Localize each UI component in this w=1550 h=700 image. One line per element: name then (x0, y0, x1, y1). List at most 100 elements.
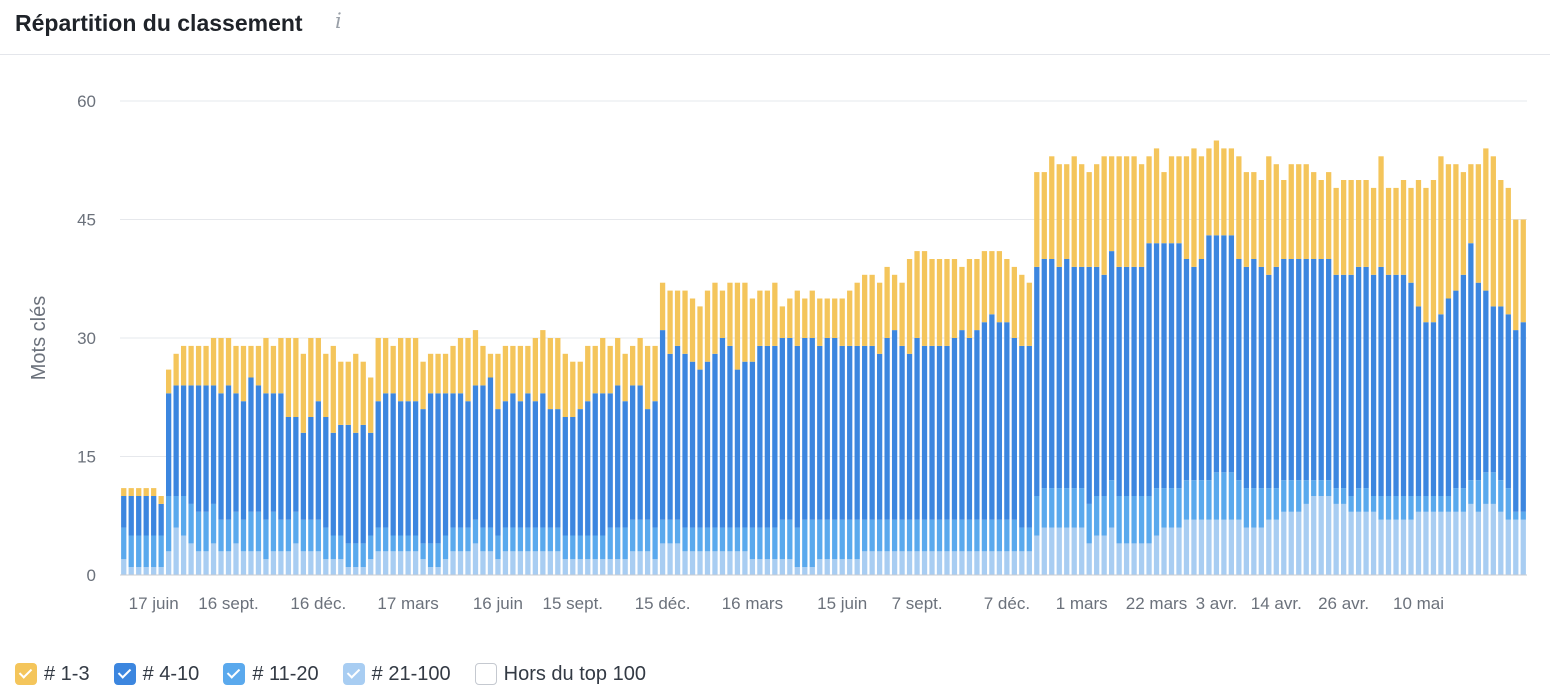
legend-checkbox-checked[interactable] (113, 663, 136, 685)
bar-segment (285, 551, 292, 575)
bar-segment (1400, 274, 1407, 496)
bar-segment (644, 409, 651, 520)
bar-segment (225, 519, 232, 552)
bar-segment (1153, 535, 1160, 575)
legend-item[interactable]: Hors du top 100 (474, 663, 646, 686)
bar-segment (600, 559, 606, 575)
bar-segment (218, 393, 224, 520)
bar-segment (383, 551, 389, 575)
bar-segment (862, 519, 868, 552)
bar-segment (547, 527, 553, 552)
bar-segment (824, 559, 830, 575)
bar-segment (1445, 511, 1452, 575)
bar-segment (136, 496, 142, 536)
bar-segment (128, 496, 134, 536)
bar-segment (764, 290, 771, 346)
bar-segment (704, 361, 711, 528)
bar-segment (832, 338, 838, 520)
bar-segment (862, 345, 868, 520)
bar-segment (195, 345, 202, 386)
info-icon[interactable]: i (335, 9, 342, 33)
bar-segment (1064, 259, 1070, 489)
legend-item[interactable]: # 4-10 (113, 663, 199, 686)
bar-segment (263, 338, 269, 394)
bar-segment (637, 338, 643, 386)
bar-segment (1161, 243, 1167, 489)
bar-segment (390, 551, 396, 575)
bar-segment (1123, 156, 1130, 267)
bar-segment (315, 338, 321, 402)
bar-segment (757, 559, 763, 575)
bar-segment (981, 251, 988, 323)
legend-checkbox-checked[interactable] (342, 663, 365, 685)
bar-segment (1490, 306, 1496, 473)
legend-item[interactable]: # 1-3 (15, 663, 90, 686)
bar-segment (1049, 488, 1055, 528)
bar-segment (1468, 480, 1474, 504)
bar-segment (1019, 551, 1025, 575)
bar-segment (697, 527, 703, 552)
bar-segment (1094, 496, 1100, 536)
bar-segment (1004, 551, 1010, 575)
bar-segment (787, 338, 793, 520)
bar-segment (936, 519, 943, 552)
bar-segment (398, 551, 404, 575)
bar-segment (1438, 496, 1444, 512)
bar-segment (450, 393, 456, 528)
bar-segment (929, 519, 935, 552)
bar-segment (1460, 274, 1467, 489)
bar-segment (757, 290, 763, 346)
bar-segment (869, 551, 875, 575)
bar-segment (749, 559, 756, 575)
bar-segment (405, 551, 411, 575)
y-tick-label: 15 (77, 448, 96, 467)
bar-segment (787, 559, 793, 575)
bar-segment (1041, 527, 1047, 575)
bar-segment (1385, 496, 1392, 520)
bar-segment (1198, 259, 1205, 481)
bar-segment (412, 535, 419, 552)
bar-segment (180, 345, 187, 386)
x-tick-label: 16 juin (473, 594, 523, 613)
bar-segment (1445, 164, 1452, 299)
bar-segment (195, 551, 202, 575)
x-tick-label: 16 sept. (198, 594, 259, 613)
legend-item[interactable]: # 21-100 (342, 663, 451, 686)
bar-segment (981, 322, 988, 520)
bar-segment (427, 543, 434, 568)
bar-segment (607, 345, 613, 394)
bar-segment (1079, 266, 1085, 489)
bar-segment (906, 519, 913, 552)
bar-segment (136, 488, 142, 496)
bar-segment (944, 519, 950, 552)
bar-segment (570, 535, 576, 560)
legend-checkbox-checked[interactable] (223, 663, 246, 685)
legend-checkbox-unchecked[interactable] (474, 663, 497, 685)
bar-segment (615, 527, 621, 560)
bar-segment (884, 551, 890, 575)
bar-segment (457, 527, 464, 552)
bar-segment (689, 551, 696, 575)
bar-segment (300, 353, 306, 433)
bar-segment (345, 567, 351, 575)
bar-segment (1064, 164, 1070, 259)
bar-segment (1341, 274, 1347, 489)
bar-segment (1423, 187, 1429, 323)
bar-segment (1498, 511, 1504, 575)
legend-item[interactable]: # 11-20 (223, 663, 319, 686)
bar-segment (1385, 187, 1392, 275)
bar-segment (368, 432, 374, 536)
bar-segment (225, 338, 232, 386)
bar-segment (1049, 156, 1055, 259)
bar-segment (839, 298, 845, 346)
bar-segment (959, 330, 965, 520)
x-tick-label: 10 mai (1393, 594, 1444, 613)
bar-segment (143, 535, 149, 568)
bar-segment (278, 519, 284, 552)
bar-segment (121, 559, 127, 575)
bar-segment (285, 417, 292, 520)
bar-segment (1505, 187, 1511, 315)
bar-segment (383, 393, 389, 528)
legend-checkbox-checked[interactable] (15, 663, 37, 685)
bar-segment (1168, 243, 1175, 489)
